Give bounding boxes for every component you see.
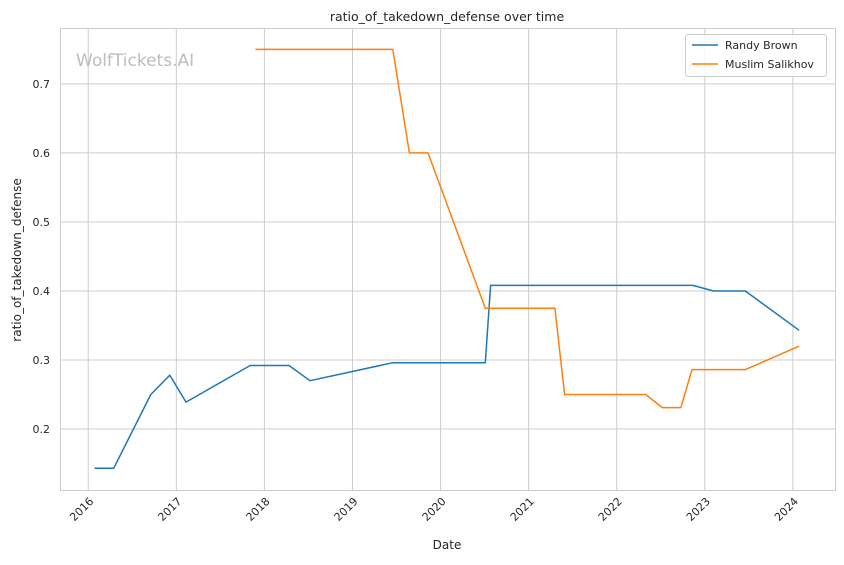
x-tick-label: 2020 [420,495,449,524]
legend-label-muslim-salikhov: Muslim Salikhov [725,58,814,71]
y-axis-label: ratio_of_takedown_defense [10,178,24,341]
chart-title: ratio_of_takedown_defense over time [330,9,565,24]
y-tick-label: 0.5 [33,216,51,229]
x-tick-label: 2023 [684,495,713,524]
y-tick-label: 0.6 [33,147,51,160]
x-tick-label: 2019 [332,495,361,524]
y-tick-label: 0.4 [33,285,51,298]
x-axis-label: Date [433,538,462,552]
x-tick-label: 2022 [596,495,625,524]
series-line-muslim-salikhov [256,49,800,407]
x-tick-label: 2024 [772,495,801,524]
y-tick-labels: 0.2 0.3 0.4 0.5 0.6 0.7 [33,78,51,436]
grid [60,28,835,490]
legend-label-randy-brown: Randy Brown [725,39,798,52]
y-tick-label: 0.2 [33,423,51,436]
watermark: WolfTickets.AI [76,51,194,71]
series-group [94,49,799,468]
x-tick-labels: 2016 2017 2018 2019 2020 2021 2022 2023 2024 [67,495,801,524]
y-tick-label: 0.3 [33,354,51,367]
legend: Randy Brown Muslim Salikhov [686,35,827,77]
x-tick-label: 2018 [244,495,273,524]
x-tick-label: 2017 [155,495,184,524]
x-tick-label: 2021 [508,495,537,524]
series-line-randy-brown [95,285,800,468]
y-tick-label: 0.7 [33,78,51,91]
x-tick-label: 2016 [67,495,96,524]
